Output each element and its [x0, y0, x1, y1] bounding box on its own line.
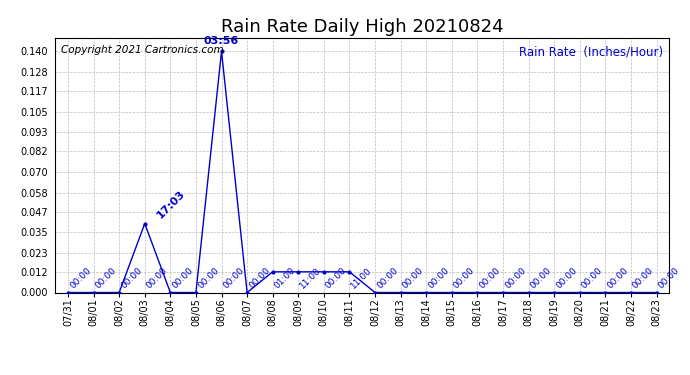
Text: 00:00: 00:00	[170, 266, 195, 291]
Text: 08/04: 08/04	[166, 298, 175, 326]
Text: 08/09: 08/09	[293, 298, 304, 326]
Text: 00:00: 00:00	[580, 266, 604, 291]
Text: 00:00: 00:00	[221, 266, 246, 291]
Text: 08/02: 08/02	[114, 298, 124, 326]
Text: 00:00: 00:00	[401, 266, 425, 291]
Text: 07/31: 07/31	[63, 298, 73, 326]
Text: 08/14: 08/14	[421, 298, 431, 326]
Text: 08/11: 08/11	[344, 298, 355, 326]
Text: 00:00: 00:00	[324, 266, 348, 291]
Text: 08/20: 08/20	[575, 298, 584, 326]
Text: 00:00: 00:00	[145, 266, 170, 291]
Text: 00:00: 00:00	[94, 266, 118, 291]
Text: 00:00: 00:00	[605, 266, 630, 291]
Text: 08/23: 08/23	[651, 298, 662, 326]
Text: Copyright 2021 Cartronics.com: Copyright 2021 Cartronics.com	[61, 45, 224, 55]
Text: 08/07: 08/07	[242, 298, 252, 326]
Text: 08/10: 08/10	[319, 298, 329, 326]
Text: 08/15: 08/15	[447, 298, 457, 326]
Text: 00:00: 00:00	[196, 266, 221, 291]
Text: 00:00: 00:00	[656, 266, 681, 291]
Text: 08/21: 08/21	[600, 298, 611, 326]
Text: 11:00: 11:00	[298, 266, 323, 291]
Text: 00:00: 00:00	[68, 266, 92, 291]
Text: 08/12: 08/12	[370, 298, 380, 326]
Text: 00:00: 00:00	[426, 266, 451, 291]
Text: 00:00: 00:00	[529, 266, 553, 291]
Text: 00:00: 00:00	[452, 266, 477, 291]
Text: Rain Rate  (Inches/Hour): Rain Rate (Inches/Hour)	[519, 45, 663, 58]
Text: 08/01: 08/01	[88, 298, 99, 326]
Text: 17:03: 17:03	[155, 188, 187, 220]
Text: 08/19: 08/19	[549, 298, 559, 326]
Text: 08/18: 08/18	[524, 298, 533, 326]
Text: 08/08: 08/08	[268, 298, 277, 326]
Text: 08/22: 08/22	[626, 298, 636, 326]
Text: 08/05: 08/05	[191, 298, 201, 326]
Text: 08/06: 08/06	[217, 298, 226, 326]
Text: 08/17: 08/17	[498, 298, 508, 326]
Text: 00:00: 00:00	[119, 266, 144, 291]
Text: 08/13: 08/13	[395, 298, 406, 326]
Text: 00:00: 00:00	[631, 266, 655, 291]
Text: 00:00: 00:00	[503, 266, 528, 291]
Title: Rain Rate Daily High 20210824: Rain Rate Daily High 20210824	[221, 18, 504, 36]
Text: 11:00: 11:00	[349, 266, 374, 291]
Text: 08/16: 08/16	[473, 298, 482, 326]
Text: 03:56: 03:56	[204, 36, 239, 46]
Text: 08/03: 08/03	[140, 298, 150, 326]
Text: 00:00: 00:00	[477, 266, 502, 291]
Text: 00:00: 00:00	[375, 266, 400, 291]
Text: 00:00: 00:00	[247, 266, 272, 291]
Text: 00:00: 00:00	[554, 266, 579, 291]
Text: 01:00: 01:00	[273, 266, 297, 291]
